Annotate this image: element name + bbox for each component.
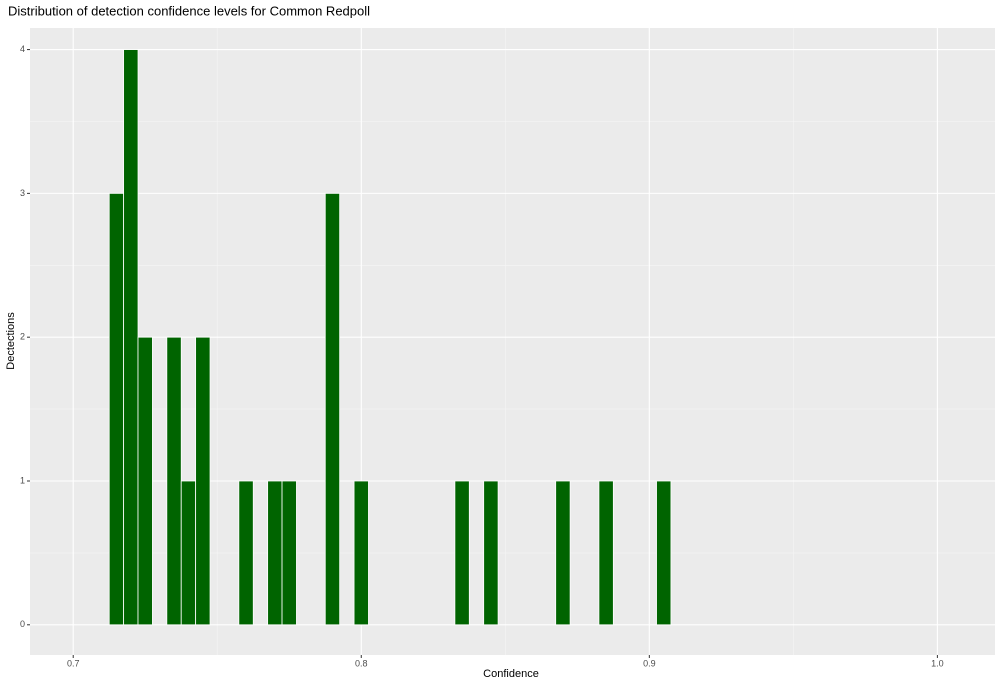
bar	[455, 481, 469, 625]
x-tick-label: 0.9	[643, 658, 656, 668]
x-tick-label: 1.0	[931, 658, 944, 668]
bar	[196, 337, 210, 625]
bar	[354, 481, 368, 625]
y-tick-label: 1	[20, 475, 25, 485]
bar	[657, 481, 671, 625]
bar	[138, 337, 152, 625]
y-axis-label: Dectections	[5, 312, 17, 370]
chart-title: Distribution of detection confidence lev…	[8, 3, 370, 18]
bar	[181, 481, 195, 625]
bar	[268, 481, 282, 625]
x-axis-label: Confidence	[483, 668, 539, 680]
bar	[239, 481, 253, 625]
bar	[109, 193, 123, 624]
bar	[124, 50, 138, 625]
bar	[484, 481, 498, 625]
y-tick-label: 4	[20, 44, 25, 54]
y-tick-label: 2	[20, 332, 25, 342]
bar	[599, 481, 613, 625]
bar	[556, 481, 570, 625]
bar	[325, 193, 339, 624]
y-tick-label: 0	[20, 619, 25, 629]
x-tick-label: 0.8	[355, 658, 368, 668]
x-tick-label: 0.7	[67, 658, 80, 668]
bar	[282, 481, 296, 625]
y-tick-label: 3	[20, 188, 25, 198]
chart: Distribution of detection confidence lev…	[0, 0, 1000, 685]
bar	[167, 337, 181, 625]
